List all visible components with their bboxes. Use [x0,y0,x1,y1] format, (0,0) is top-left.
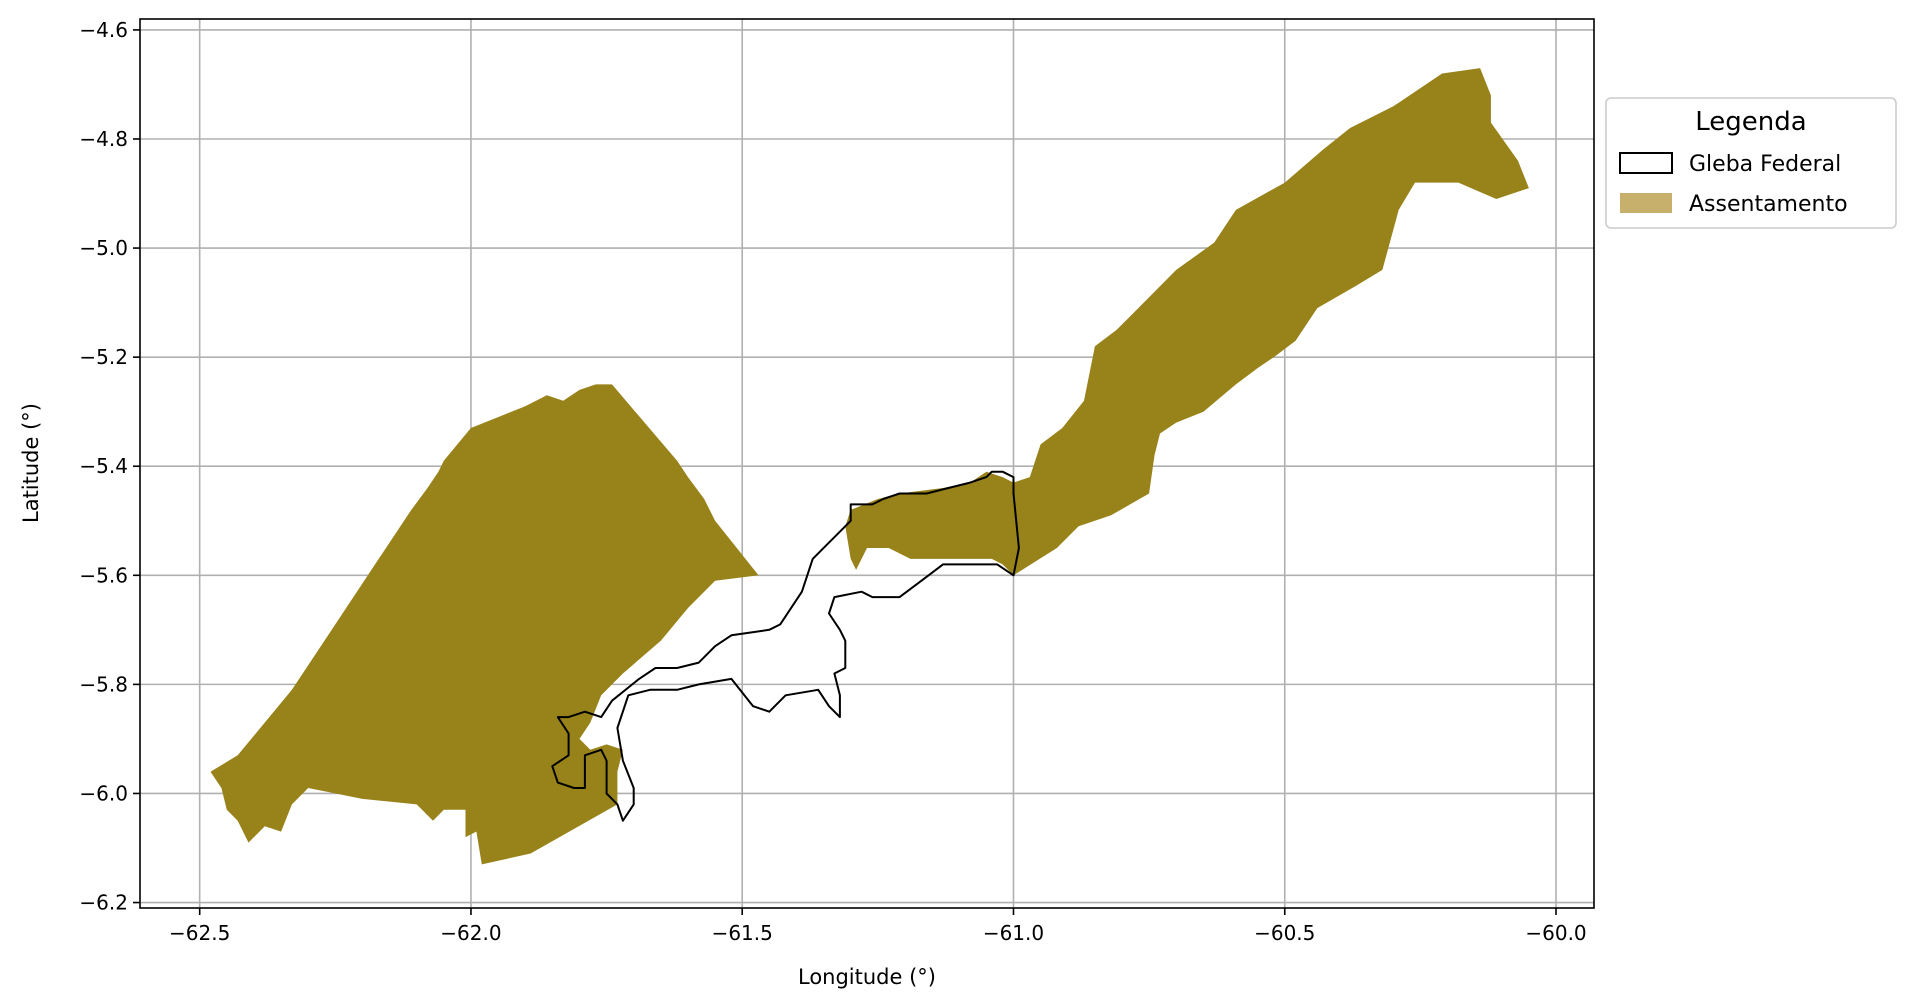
assentamento-polygon [845,68,1529,575]
x-tick-label: −62.5 [169,921,230,945]
legend-label-assentamento: Assentamento [1689,192,1848,217]
y-tick-label: −5.2 [79,345,128,369]
y-axis-label: Latitude (°) [19,403,43,523]
y-tick-label: −6.2 [79,891,128,915]
x-tick-label: −60.0 [1525,921,1586,945]
legend-label-gleba-federal: Gleba Federal [1689,152,1841,177]
x-tick-label: −61.5 [712,921,773,945]
y-tick-label: −4.8 [79,127,128,151]
x-axis-label: Longitude (°) [798,965,936,989]
assentamento-polygon [211,384,759,864]
legend-swatch-assentamento [1620,193,1672,213]
y-tick-label: −5.0 [79,236,128,260]
legend: Legenda Gleba Federal Assentamento [1606,98,1896,228]
legend-title: Legenda [1695,107,1806,137]
x-tick-label: −61.0 [983,921,1044,945]
y-tick-label: −5.8 [79,672,128,696]
y-tick-label: −5.6 [79,563,128,587]
y-tick-label: −4.6 [79,18,128,42]
y-tick-label: −5.4 [79,454,128,478]
x-tick-label: −62.0 [440,921,501,945]
x-tick-label: −60.5 [1254,921,1315,945]
y-tick-label: −6.0 [79,781,128,805]
